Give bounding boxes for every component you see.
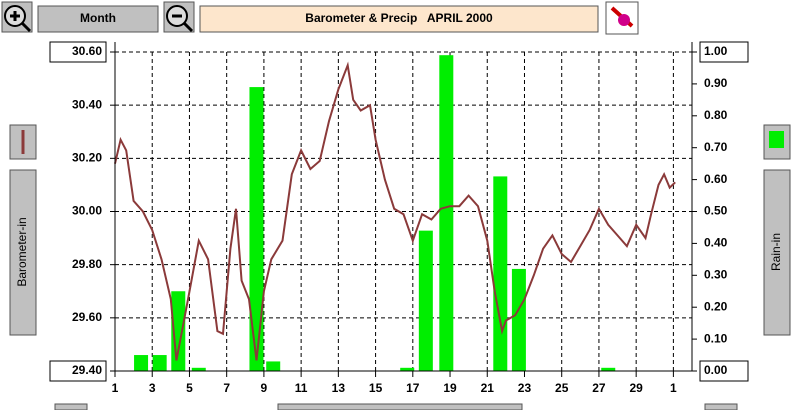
bar <box>266 361 281 371</box>
y-tick-label: 30.60 <box>72 44 102 58</box>
x-tick-label: 3 <box>149 381 156 395</box>
legend-label: Rain-in <box>769 233 783 271</box>
x-tick-label: 1 <box>670 381 677 395</box>
axis-button[interactable] <box>9 169 37 336</box>
x-tick-label: 5 <box>186 381 193 395</box>
y2-tick-label: 0.80 <box>704 108 728 122</box>
x-tick-label: 29 <box>629 381 643 395</box>
scroll-button[interactable] <box>704 403 738 410</box>
x-tick-label: 15 <box>369 381 383 395</box>
y-tick-label: 30.40 <box>72 97 102 111</box>
legend-swatch <box>769 131 784 148</box>
x-tick-label: 27 <box>592 381 606 395</box>
y-tick-label: 30.20 <box>72 151 102 165</box>
y2-tick-label: 0.40 <box>704 236 728 250</box>
y-tick-box <box>49 360 107 382</box>
y-tick-label: 29.40 <box>72 363 102 377</box>
x-tick-label: 19 <box>443 381 457 395</box>
x-tick-label: 9 <box>261 381 268 395</box>
scroll-button[interactable] <box>54 403 88 410</box>
bar <box>493 176 508 371</box>
y2-tick-label: 0.00 <box>704 363 728 377</box>
x-tick-label: 7 <box>223 381 230 395</box>
y-tick-box <box>49 41 107 63</box>
x-tick-label: 25 <box>555 381 569 395</box>
y2-tick-label: 0.60 <box>704 172 728 186</box>
y-tick-label: 30.00 <box>72 204 102 218</box>
legend-label: Barometer-in <box>15 217 29 286</box>
y2-tick-box <box>699 41 749 63</box>
y2-tick-label: 0.50 <box>704 204 728 218</box>
x-tick-label: 23 <box>518 381 532 395</box>
y2-tick-label: 0.90 <box>704 76 728 90</box>
bar <box>134 355 149 371</box>
zoom-in-button[interactable] <box>1 1 33 33</box>
chart-title: Barometer & Precip APRIL 2000 <box>305 11 493 25</box>
bar <box>191 367 206 371</box>
y2-tick-label: 1.00 <box>704 44 728 58</box>
bar <box>152 355 167 371</box>
bar <box>249 87 264 371</box>
x-tick-label: 21 <box>481 381 495 395</box>
y-tick-label: 29.80 <box>72 257 102 271</box>
y2-tick-label: 0.20 <box>704 299 728 313</box>
x-tick-label: 1 <box>112 381 119 395</box>
y2-tick-box <box>699 360 749 382</box>
month-button-frame[interactable] <box>37 5 159 33</box>
bar <box>418 230 433 371</box>
bar <box>511 268 526 371</box>
y-tick-label: 29.60 <box>72 310 102 324</box>
axis-button[interactable] <box>763 169 791 336</box>
bar <box>400 367 415 371</box>
bar <box>439 55 454 371</box>
y2-tick-label: 0.30 <box>704 267 728 281</box>
bar <box>601 367 616 371</box>
zoom-out-button[interactable] <box>163 1 195 33</box>
y2-tick-label: 0.70 <box>704 140 728 154</box>
scrollbar[interactable] <box>277 403 523 410</box>
x-tick-label: 13 <box>332 381 346 395</box>
month-button[interactable]: Month <box>80 11 116 25</box>
y2-tick-label: 0.10 <box>704 331 728 345</box>
title-frame <box>199 5 599 33</box>
line <box>114 61 676 361</box>
plot-area <box>115 42 692 371</box>
x-tick-label: 11 <box>295 381 308 395</box>
x-tick-label: 17 <box>406 381 420 395</box>
settings-icon[interactable] <box>605 1 639 35</box>
